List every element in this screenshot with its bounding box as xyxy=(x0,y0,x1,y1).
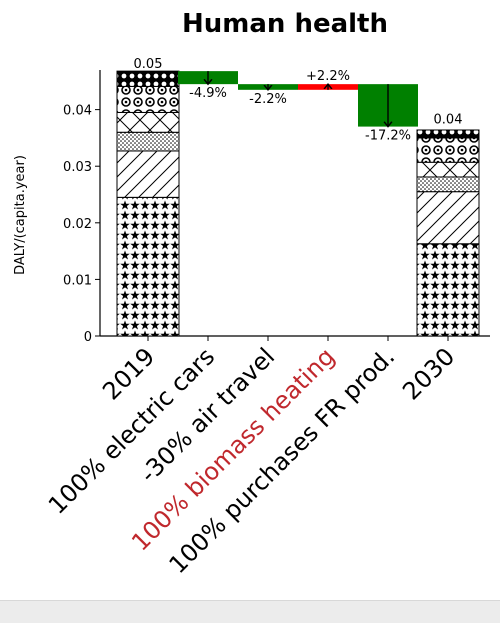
bar-segment-dots xyxy=(116,131,180,152)
chart-title: Human health xyxy=(182,9,388,39)
y-tick-label: 0.03 xyxy=(63,160,92,175)
bar-segment-crosshatch xyxy=(416,161,480,178)
bar-segment-diagonal xyxy=(416,191,480,245)
y-tick-label: 0.04 xyxy=(63,104,92,119)
delta-label: -17.2% xyxy=(365,129,411,144)
y-tick-label: 0 xyxy=(84,330,92,345)
bar-total-label: 0.05 xyxy=(134,57,163,72)
delta-label: -4.9% xyxy=(189,86,227,101)
y-axis-label: DALY/(capita.year) xyxy=(13,155,28,275)
bottom-strip xyxy=(0,600,500,623)
bar-segment-crosshatch xyxy=(116,111,180,133)
bar-segment-stars xyxy=(116,196,180,337)
y-tick-label: 0.01 xyxy=(63,273,92,288)
delta-label: +2.2% xyxy=(306,69,350,84)
bar-segment-circles xyxy=(116,85,180,113)
bar-segment-small-circles xyxy=(116,70,180,87)
plot-area: 0 0.01 0.02 0.03 0.04 0.05 0.04 -4.9% -2.2% +2.2%… xyxy=(43,57,490,579)
bar-segment-circles xyxy=(416,137,480,163)
x-tick-label: 2030 xyxy=(397,342,460,405)
bar-segment-diagonal xyxy=(116,150,180,198)
delta-label: -2.2% xyxy=(249,92,287,107)
bar-segment-small-circles xyxy=(416,129,480,139)
bar-total-label: 0.04 xyxy=(434,113,463,128)
bar-segment-stars xyxy=(416,243,480,337)
bar-segment-dots xyxy=(416,176,480,193)
y-tick-label: 0.02 xyxy=(63,217,92,232)
